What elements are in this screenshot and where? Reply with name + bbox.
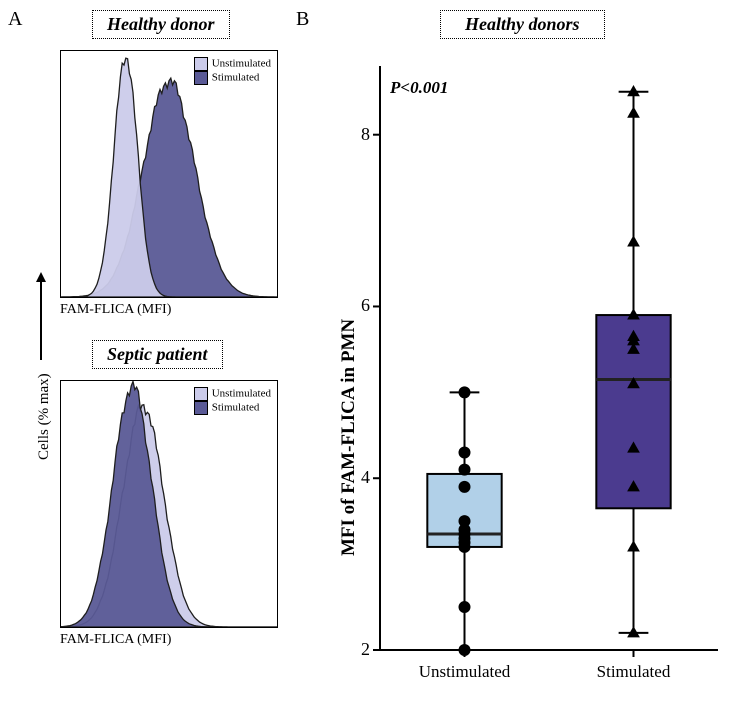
hist-top-svg <box>61 51 277 297</box>
panel-b-label: B <box>296 8 309 31</box>
boxplot-area: P<0.001 MFI of FAM-FLICA in PMN 2 4 6 8 Uns… <box>330 56 730 696</box>
panel-a-label: A <box>8 8 22 31</box>
legend-label: Stimulated <box>212 402 260 414</box>
hist-top-title: Healthy donor <box>92 10 230 39</box>
figure-root: A B Healthy donor Unstimulated Stimulate… <box>0 0 734 722</box>
hist-top: Unstimulated Stimulated FAM-FLICA (MFI) <box>60 50 280 300</box>
x-cat-label: Stimulated <box>574 662 694 682</box>
y-tick-label: 6 <box>350 295 370 316</box>
p-value: P<0.001 <box>390 78 448 98</box>
legend-swatch-stim-icon <box>194 401 208 415</box>
boxplot-svg <box>330 56 730 696</box>
hist-top-legend: Unstimulated Stimulated <box>194 57 271 85</box>
panelB-ylabel: MFI of FAM-FLICA in PMN <box>338 319 360 556</box>
panelA-arrow-head-icon <box>36 272 46 282</box>
legend-label: Stimulated <box>212 72 260 84</box>
hist-bottom-svg <box>61 381 277 627</box>
legend-item-stim: Stimulated <box>194 401 271 415</box>
legend-label: Unstimulated <box>212 388 271 400</box>
panelA-arrow-line <box>40 280 42 360</box>
hist-bottom-title: Septic patient <box>92 340 223 369</box>
legend-swatch-unstim-icon <box>194 387 208 401</box>
y-tick-label: 4 <box>350 467 370 488</box>
hist-bottom-legend: Unstimulated Stimulated <box>194 387 271 415</box>
legend-label: Unstimulated <box>212 58 271 70</box>
hist-bottom-frame: Unstimulated Stimulated <box>60 380 278 628</box>
legend-swatch-unstim-icon <box>194 57 208 71</box>
x-cat-label: Unstimulated <box>405 662 525 682</box>
y-tick-label: 8 <box>350 124 370 145</box>
hist-bottom: Unstimulated Stimulated FAM-FLICA (MFI) <box>60 380 280 630</box>
y-tick-label: 2 <box>350 639 370 660</box>
panelA-ylabel: Cells (% max) <box>36 373 53 460</box>
hist-top-xlabel: FAM-FLICA (MFI) <box>60 302 171 318</box>
hist-top-frame: Unstimulated Stimulated <box>60 50 278 298</box>
legend-item-stim: Stimulated <box>194 71 271 85</box>
legend-swatch-stim-icon <box>194 71 208 85</box>
legend-item-unstim: Unstimulated <box>194 387 271 401</box>
panelB-title: Healthy donors <box>440 10 605 39</box>
hist-bottom-xlabel: FAM-FLICA (MFI) <box>60 632 171 648</box>
legend-item-unstim: Unstimulated <box>194 57 271 71</box>
